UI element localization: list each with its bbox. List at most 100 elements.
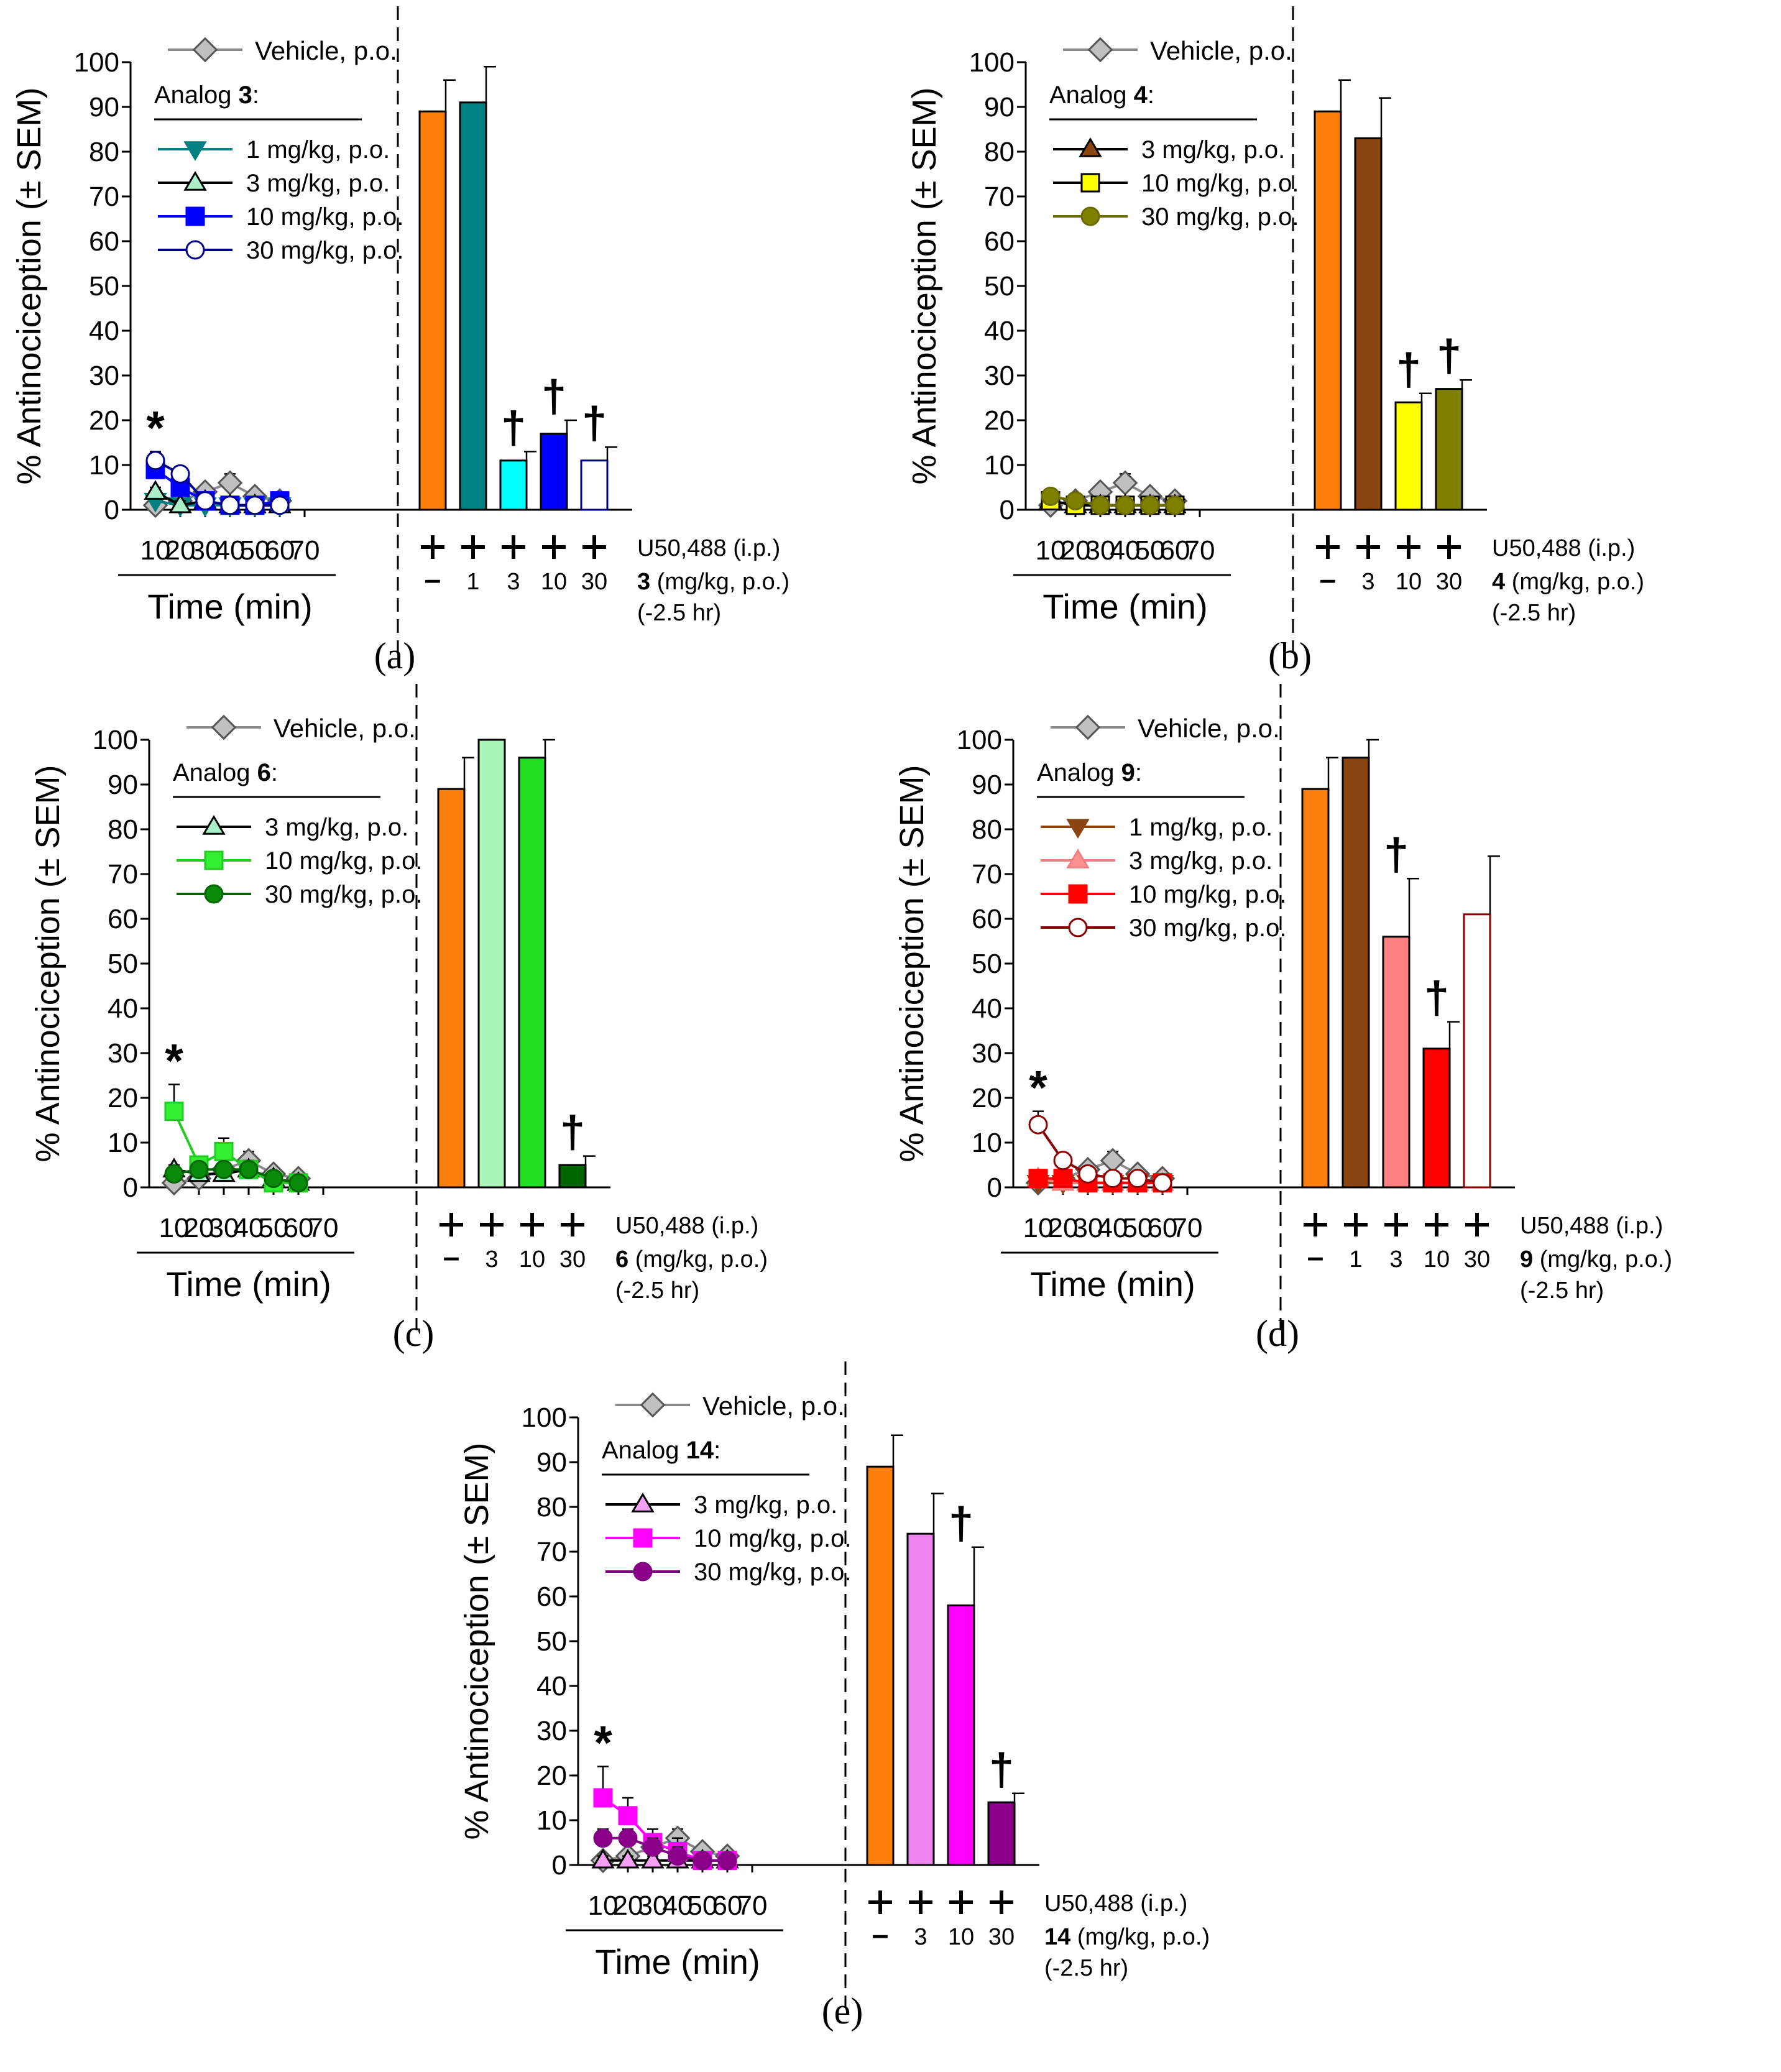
x-tick-label: 70	[1172, 1213, 1203, 1243]
dose-label: 3	[1389, 1246, 1402, 1273]
x-tick-label: 70	[290, 535, 320, 566]
dose-row-unit: (mg/kg, p.o.)	[1070, 1924, 1210, 1950]
data-point	[618, 1806, 638, 1826]
legend-label: 10 mg/kg, p.o.	[246, 203, 403, 231]
u50488-row-label: U50,488 (i.p.)	[637, 535, 780, 561]
x-tick-label: 10	[140, 535, 171, 566]
x-tick-label: 30	[638, 1890, 668, 1921]
data-point	[214, 1159, 234, 1179]
dose-row-label: 4 (mg/kg, p.o.)	[1492, 569, 1644, 595]
data-point	[593, 1788, 613, 1808]
y-tick-label: 20	[89, 405, 119, 436]
analog-colon: :	[252, 81, 259, 109]
bar-group: † 30	[1435, 331, 1472, 595]
x-axis-title: Time (min)	[595, 1942, 760, 1981]
bar-group: –	[1314, 79, 1351, 596]
dose-label: 1	[466, 569, 479, 595]
dose-label: 10	[541, 569, 567, 595]
y-tick-label: 0	[552, 1850, 567, 1881]
legend-vehicle-label: Vehicle, p.o.	[274, 714, 416, 743]
legend-vehicle-marker	[1087, 37, 1113, 63]
legend-label: 3 mg/kg, p.o.	[694, 1491, 837, 1519]
dose-label: –	[1320, 563, 1337, 596]
bar-group: † 30	[558, 1108, 596, 1273]
legend-vehicle-marker	[1075, 714, 1101, 740]
x-tick-label: 20	[1061, 535, 1091, 566]
dose-label: 30	[581, 569, 607, 595]
y-axis-title: % Antinociception (± SEM)	[906, 88, 943, 485]
dose-row-label: 9 (mg/kg, p.o.)	[1520, 1246, 1672, 1273]
data-point	[239, 1159, 259, 1179]
bar-group: 3	[1354, 97, 1391, 595]
legend-vehicle-marker	[640, 1392, 666, 1418]
data-point	[1028, 1115, 1048, 1135]
series-1	[1041, 491, 1185, 515]
legend-marker	[1068, 918, 1088, 937]
u50488-plus	[520, 1213, 544, 1236]
legend: Vehicle, p.o. Analog 9: 1 mg/kg, p.o. 3 mg/…	[1037, 714, 1286, 942]
y-tick-label: 30	[108, 1038, 138, 1069]
legend-vehicle-label: Vehicle, p.o.	[1150, 36, 1292, 65]
x-tick-label: 20	[1048, 1213, 1079, 1243]
y-tick-label: 90	[108, 770, 138, 800]
y-tick-label: 60	[89, 226, 119, 257]
y-tick-label: 40	[89, 316, 119, 346]
u50488-plus	[1425, 1213, 1448, 1236]
u50488-plus	[542, 535, 566, 559]
legend-vehicle-label: Vehicle, p.o.	[702, 1391, 845, 1420]
u50488-plus	[1316, 535, 1340, 559]
panel-label-c: (c)	[393, 1313, 435, 1354]
legend-label: 3 mg/kg, p.o.	[265, 814, 408, 841]
legend-marker	[1079, 137, 1102, 157]
x-tick-label: 60	[712, 1890, 743, 1921]
bar	[540, 433, 568, 511]
dagger: †	[989, 1745, 1014, 1795]
y-tick-label: 70	[108, 859, 138, 890]
data-point	[1065, 491, 1085, 511]
x-tick-label: 10	[1023, 1213, 1054, 1243]
bar-group: –	[866, 1434, 903, 1951]
data-point	[643, 1837, 663, 1857]
dose-label: 3	[914, 1924, 927, 1950]
legend-label: 10 mg/kg, p.o.	[265, 847, 422, 875]
x-axis-title: Time (min)	[1030, 1264, 1195, 1304]
legend-vehicle-label: Vehicle, p.o.	[1138, 714, 1280, 743]
u50488-plus	[1437, 535, 1461, 559]
pretreatment-label: (-2.5 hr)	[637, 600, 721, 626]
dose-label: 3	[507, 569, 520, 595]
x-tick-label: 20	[613, 1890, 643, 1921]
u50488-plus	[949, 1890, 973, 1914]
dose-label: 10	[1396, 569, 1422, 595]
data-point	[264, 1169, 283, 1189]
legend-marker	[1068, 884, 1088, 904]
data-point	[1028, 1169, 1048, 1189]
bar-group: † 10	[1422, 974, 1460, 1273]
legend: Vehicle, p.o. Analog 14: 3 mg/kg, p.o. 10 m…	[602, 1391, 851, 1586]
u50488-plus	[990, 1890, 1013, 1914]
u50488-plus	[480, 1213, 504, 1236]
y-tick-label: 90	[89, 92, 119, 122]
x-tick-label: 20	[184, 1213, 214, 1243]
bar-group: 3	[477, 739, 506, 1273]
x-tick-label: 40	[215, 535, 246, 566]
legend-analog-title: Analog 6:	[173, 759, 278, 786]
legend-marker	[1080, 173, 1100, 193]
asterisk: *	[1029, 1062, 1047, 1115]
y-tick-label: 80	[972, 814, 1002, 845]
data-point	[1112, 470, 1138, 496]
legend-marker	[183, 170, 207, 191]
u50488-plus	[561, 1213, 584, 1236]
y-axis-title: % Antinociception (± SEM)	[458, 1443, 495, 1840]
legend-analog-title: Analog 4:	[1049, 81, 1154, 109]
legend-label: 30 mg/kg, p.o.	[694, 1559, 851, 1586]
legend-marker	[204, 884, 224, 904]
y-tick-label: 40	[108, 993, 138, 1024]
x-tick-label: 60	[283, 1213, 314, 1243]
x-tick-label: 60	[265, 535, 295, 566]
y-tick-label: 60	[108, 904, 138, 934]
u50488-plus	[582, 535, 606, 559]
bar-group: 1	[459, 65, 496, 595]
